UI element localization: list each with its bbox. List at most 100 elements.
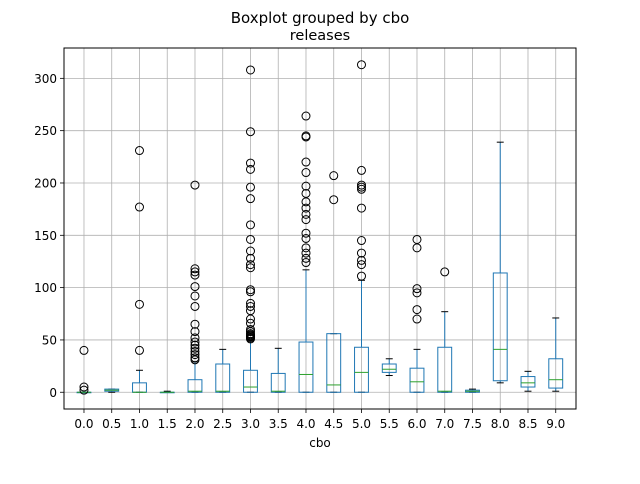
flier-point	[245, 164, 255, 174]
box-group	[187, 180, 203, 393]
box	[492, 272, 508, 382]
x-tick-label: 3.0	[241, 417, 260, 431]
flier-point	[301, 248, 311, 258]
box	[381, 363, 397, 373]
x-tick-label: 2.5	[213, 417, 232, 431]
y-axis-ticks: 0 50 100 150 200 250 300	[34, 72, 64, 400]
box-group	[548, 317, 564, 392]
flier-point	[356, 165, 366, 175]
y-tick-label: 0	[49, 386, 57, 400]
box-group	[465, 388, 480, 393]
flier-point	[190, 350, 200, 360]
y-tick-label: 100	[34, 281, 57, 295]
flier-point	[301, 215, 311, 225]
flier-point	[190, 327, 200, 337]
x-axis-ticks: 0.0 0.5 1.0 1.5 2.0 2.5 3.0 3.5 4.0 4.5 5.0 5.5 6.0 7…	[74, 409, 565, 431]
box	[548, 358, 564, 389]
flier-point	[301, 253, 311, 263]
flier-point	[190, 337, 200, 347]
flier-point	[301, 243, 311, 253]
y-tick-label: 150	[34, 229, 57, 243]
flier-point	[245, 327, 255, 337]
flier-point	[301, 258, 311, 268]
x-tick-label: 9.0	[546, 417, 565, 431]
flier-point	[190, 340, 200, 350]
box	[326, 333, 342, 393]
flier-point	[301, 168, 311, 178]
flier-point	[301, 157, 311, 167]
flier-point	[412, 284, 422, 294]
flier-point	[134, 202, 144, 212]
flier-point	[245, 194, 255, 204]
flier-point	[440, 267, 450, 277]
box-group	[159, 390, 175, 394]
box-group	[520, 370, 536, 392]
box-group	[270, 347, 286, 393]
x-tick-label: 5.5	[380, 417, 399, 431]
flier-point	[245, 158, 255, 168]
x-tick-label: 6.0	[407, 417, 426, 431]
flier-point	[301, 197, 311, 207]
x-tick-label: 7.5	[463, 417, 482, 431]
flier-point	[245, 234, 255, 244]
flier-point	[245, 182, 255, 192]
chart-suptitle: Boxplot grouped by cbo	[231, 9, 410, 27]
box	[243, 369, 258, 393]
y-tick-label: 200	[34, 176, 57, 190]
box	[270, 372, 286, 393]
x-axis-label: cbo	[309, 436, 331, 450]
flier-point	[356, 271, 366, 281]
flier-point	[190, 355, 200, 365]
axes-frame	[63, 47, 577, 410]
x-tick-label: 4.0	[296, 417, 315, 431]
flier-point	[412, 314, 422, 324]
x-tick-label: 3.5	[269, 417, 288, 431]
box-group	[381, 358, 397, 377]
flier-point	[190, 264, 200, 274]
box	[215, 363, 231, 393]
flier-point	[245, 253, 255, 263]
y-tick-label: 50	[42, 333, 57, 347]
flier-point	[134, 146, 144, 156]
chart-title: releases	[290, 28, 350, 44]
flier-point	[329, 171, 339, 181]
flier-point	[245, 263, 255, 273]
flier-point	[245, 285, 255, 295]
box-group	[298, 111, 314, 393]
flier-point	[190, 291, 200, 301]
flier-point	[329, 195, 339, 205]
box-group	[215, 348, 231, 393]
x-tick-label: 7.0	[435, 417, 454, 431]
box-group	[409, 234, 425, 393]
flier-point	[356, 260, 366, 270]
x-tick-label: 0.0	[74, 417, 93, 431]
flier-point	[134, 299, 144, 309]
flier-point	[356, 182, 366, 192]
flier-point	[412, 305, 422, 315]
box	[409, 367, 425, 393]
flier-point	[190, 301, 200, 311]
box-group	[76, 345, 92, 395]
flier-point	[79, 345, 89, 355]
flier-point	[412, 243, 422, 253]
x-tick-label: 1.0	[130, 417, 149, 431]
flier-point	[356, 60, 366, 70]
y-tick-label: 250	[34, 124, 57, 138]
box-group	[326, 171, 342, 393]
flier-point	[301, 132, 311, 142]
flier-point	[190, 180, 200, 190]
flier-point	[301, 203, 311, 213]
flier-point	[245, 287, 255, 297]
x-tick-label: 2.0	[185, 417, 204, 431]
flier-point	[301, 111, 311, 121]
flier-point	[245, 298, 255, 308]
box-group	[132, 146, 147, 393]
x-tick-label: 0.5	[102, 417, 121, 431]
flier-point	[245, 301, 255, 311]
flier-point	[301, 233, 311, 243]
flier-point	[190, 270, 200, 280]
box-group	[243, 65, 258, 393]
x-tick-label: 8.5	[518, 417, 537, 431]
